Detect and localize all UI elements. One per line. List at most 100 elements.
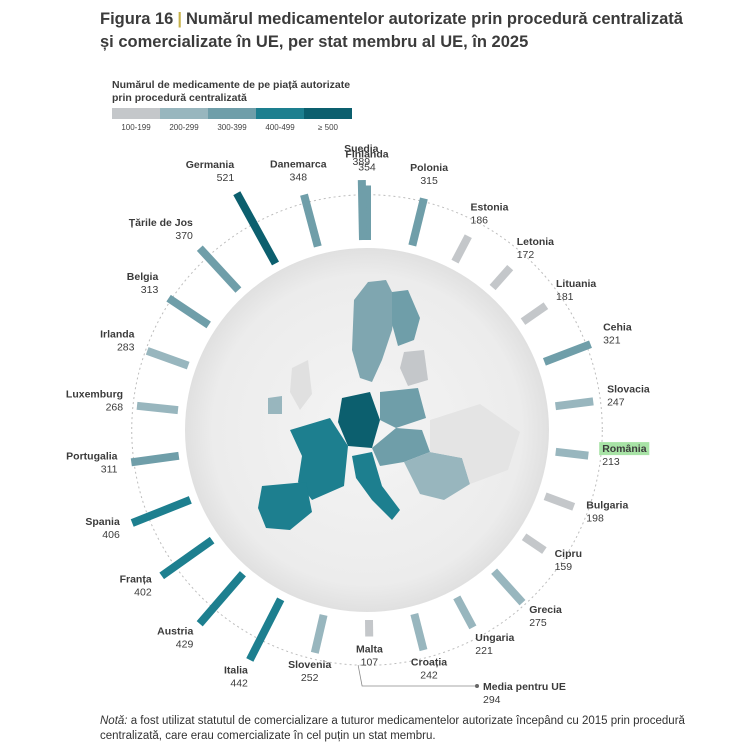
country-name: Portugalia [66, 450, 118, 462]
legend-title-line-2: prin procedură centralizată [112, 92, 247, 104]
note-text: a fost utilizat statutul de comercializa… [100, 715, 685, 742]
country-name: Letonia [517, 236, 554, 248]
country-name: Finlanda [345, 149, 388, 161]
legend-swatch [208, 108, 256, 119]
legend-title-line-1: Numărul de medicamente de pe piață autor… [112, 79, 351, 91]
bar-Bulgaria [543, 492, 576, 511]
country-value: 252 [301, 672, 319, 684]
country-value: 159 [555, 561, 573, 573]
legend-label: 400-499 [265, 123, 295, 132]
legend-label: ≥ 500 [318, 123, 338, 132]
legend-swatch [256, 108, 304, 119]
map-finland [392, 290, 420, 346]
legend-label: 200-299 [169, 123, 199, 132]
map-baltics [400, 350, 428, 386]
bar-Cehia [542, 340, 592, 366]
legend-title: Numărul de medicamente de pe piață autor… [112, 79, 412, 105]
country-value: 429 [176, 639, 194, 651]
country-name: Germania [186, 159, 235, 171]
country-name: Danemarca [270, 159, 327, 171]
map-central [372, 428, 430, 466]
country-name: Austria [157, 626, 193, 638]
chart-title: Figura 16 | Numărul medicamentelor autoriz… [100, 8, 720, 54]
country-name: Ungaria [475, 632, 514, 644]
country-name: Belgia [127, 271, 159, 283]
country-value: 370 [175, 230, 193, 242]
map-ireland [268, 396, 282, 414]
legend-label: 300-399 [217, 123, 247, 132]
country-name: România [602, 443, 647, 455]
average-value: 294 [483, 694, 501, 706]
country-name: Bulgaria [586, 500, 628, 512]
country-value: 321 [603, 334, 621, 346]
bar-Croația [410, 613, 428, 652]
bar-Irlanda [145, 347, 190, 370]
country-value: 283 [117, 341, 135, 353]
country-name: Spania [85, 516, 120, 528]
title-line-2: și comercializate în UE, per stat membru… [100, 33, 529, 51]
country-value: 348 [290, 172, 308, 184]
bar-Ungaria [453, 595, 477, 630]
country-name: Suedia [344, 143, 379, 155]
bar-Cipru [521, 533, 547, 554]
country-name: Franța [120, 574, 152, 586]
bar-Lituania [520, 302, 549, 325]
country-name: Cipru [555, 548, 582, 560]
bar-Italia [246, 597, 285, 662]
country-value: 186 [471, 215, 489, 227]
bar-Danemarca [300, 193, 322, 248]
average-marker [475, 684, 479, 688]
footnote: Notă: a fost utilizat statutul de comerc… [100, 714, 720, 744]
country-name: Țările de Jos [129, 217, 193, 229]
title-line-1: Numărul medicamentelor autorizate prin p… [185, 10, 683, 28]
country-value: 181 [556, 291, 574, 303]
country-value: 221 [475, 645, 493, 657]
bar-Letonia [489, 264, 514, 291]
legend-swatch [160, 108, 208, 119]
country-name: Luxemburg [66, 389, 123, 401]
average-label: Media pentru UE [483, 681, 566, 693]
country-value: 311 [101, 463, 118, 475]
country-name: Polonia [410, 162, 448, 174]
bar-Țările de Jos [196, 245, 242, 293]
bar-Belgia [166, 294, 211, 329]
country-value: 247 [607, 397, 625, 409]
bar-Austria [196, 571, 246, 627]
country-value: 389 [353, 156, 371, 168]
country-value: 313 [141, 284, 159, 296]
legend-item: 100-199 [112, 108, 160, 132]
title-separator: | [177, 10, 182, 28]
map-balkans [404, 452, 470, 500]
map-italy [352, 452, 400, 520]
legend-item: 200-299 [160, 108, 208, 132]
figure-label: Figura 16 [100, 10, 174, 28]
bar-România [555, 447, 589, 460]
country-name: Slovacia [607, 384, 650, 396]
bar-Germania [233, 191, 280, 266]
legend-swatch [304, 108, 352, 119]
country-name: Cehia [603, 321, 632, 333]
country-name: Slovenia [288, 659, 331, 671]
note-label: Notă: [100, 715, 128, 727]
